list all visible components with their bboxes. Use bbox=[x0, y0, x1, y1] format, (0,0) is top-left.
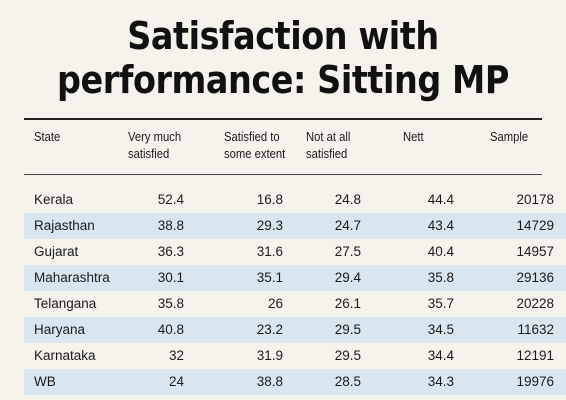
cell-satisfied-some-extent: 31.6 bbox=[256, 244, 283, 259]
header-very-much-satisfied-line: satisfied bbox=[128, 147, 170, 161]
cell-sample: 14957 bbox=[516, 244, 554, 259]
cell-state: Haryana bbox=[34, 322, 86, 337]
cell-not-at-all-satisfied: 29.5 bbox=[334, 322, 361, 337]
cell-sample: 11632 bbox=[517, 322, 554, 337]
chart-title-line-2: performance: Sitting MP bbox=[57, 58, 509, 102]
cell-sample: 19976 bbox=[516, 374, 554, 389]
header-not-at-all-satisfied: Not at all satisfied bbox=[306, 129, 350, 163]
cell-not-at-all-satisfied: 24.8 bbox=[334, 192, 361, 207]
cell-not-at-all-satisfied: 29.5 bbox=[334, 348, 361, 363]
cell-very-much-satisfied: 52.4 bbox=[157, 192, 184, 207]
table-row: Kerala 52.4 16.8 24.8 44.4 20178 bbox=[24, 187, 566, 213]
cell-state: Gujarat bbox=[34, 244, 79, 259]
cell-very-much-satisfied: 40.8 bbox=[157, 322, 184, 337]
header-top-rule bbox=[24, 118, 542, 120]
cell-satisfied-some-extent: 26 bbox=[267, 296, 283, 311]
header-very-much-satisfied: Very much satisfied bbox=[128, 129, 181, 163]
header-satisfied-some-extent-line: some extent bbox=[224, 147, 286, 161]
cell-state: Rajasthan bbox=[34, 218, 95, 233]
cell-satisfied-some-extent: 29.3 bbox=[256, 218, 283, 233]
cell-very-much-satisfied: 38.8 bbox=[157, 218, 184, 233]
table-row: Haryana 40.8 23.2 29.5 34.5 11632 bbox=[24, 317, 566, 343]
header-satisfied-some-extent: Satisfied to some extent bbox=[224, 129, 285, 163]
cell-sample: 12191 bbox=[516, 348, 554, 363]
cell-sample: 14729 bbox=[516, 218, 554, 233]
cell-very-much-satisfied: 30.1 bbox=[157, 270, 184, 285]
cell-state: Maharashtra bbox=[34, 270, 110, 285]
header-not-at-all-satisfied-line: Not at all bbox=[306, 130, 351, 144]
table-row: Gujarat 36.3 31.6 27.5 40.4 14957 bbox=[24, 239, 566, 265]
table-row: Maharashtra 30.1 35.1 29.4 35.8 29136 bbox=[24, 265, 566, 291]
cell-nett: 34.4 bbox=[427, 348, 454, 363]
cell-nett: 34.5 bbox=[427, 322, 454, 337]
cell-nett: 44.4 bbox=[427, 192, 454, 207]
cell-very-much-satisfied: 24 bbox=[168, 374, 184, 389]
cell-very-much-satisfied: 35.8 bbox=[157, 296, 184, 311]
table-row: Rajasthan 38.8 29.3 24.7 43.4 14729 bbox=[24, 213, 566, 239]
cell-nett: 35.7 bbox=[427, 296, 454, 311]
cell-not-at-all-satisfied: 28.5 bbox=[334, 374, 361, 389]
cell-not-at-all-satisfied: 26.1 bbox=[334, 296, 361, 311]
cell-sample: 29136 bbox=[516, 270, 554, 285]
header-state-line: State bbox=[34, 130, 61, 144]
cell-sample: 20228 bbox=[516, 296, 554, 311]
chart-title-line-1: Satisfaction with bbox=[127, 14, 439, 58]
cell-nett: 40.4 bbox=[427, 244, 454, 259]
cell-satisfied-some-extent: 31.9 bbox=[256, 348, 283, 363]
cell-state: Kerala bbox=[34, 192, 74, 207]
cell-nett: 34.3 bbox=[427, 374, 454, 389]
header-satisfied-some-extent-line: Satisfied to bbox=[224, 130, 280, 144]
header-very-much-satisfied-line: Very much bbox=[128, 130, 182, 144]
cell-state: Telangana bbox=[34, 296, 97, 311]
cell-very-much-satisfied: 36.3 bbox=[157, 244, 184, 259]
header-bottom-rule bbox=[24, 174, 542, 175]
cell-very-much-satisfied: 32 bbox=[168, 348, 184, 363]
cell-satisfied-some-extent: 23.2 bbox=[256, 322, 283, 337]
cell-state: WB bbox=[34, 374, 56, 389]
chart-title: Satisfaction with performance: Sitting M… bbox=[34, 14, 532, 102]
table-row: Telangana 35.8 26 26.1 35.7 20228 bbox=[24, 291, 566, 317]
header-nett-line: Nett bbox=[403, 130, 424, 144]
header-state: State bbox=[34, 129, 60, 146]
cell-not-at-all-satisfied: 27.5 bbox=[334, 244, 361, 259]
cell-satisfied-some-extent: 16.8 bbox=[256, 192, 283, 207]
cell-satisfied-some-extent: 35.1 bbox=[256, 270, 283, 285]
table-row: WB 24 38.8 28.5 34.3 19976 bbox=[24, 369, 566, 395]
table-row: Karnataka 32 31.9 29.5 34.4 12191 bbox=[24, 343, 566, 369]
cell-not-at-all-satisfied: 24.7 bbox=[334, 218, 361, 233]
cell-satisfied-some-extent: 38.8 bbox=[256, 374, 283, 389]
header-sample: Sample bbox=[490, 129, 528, 146]
cell-nett: 43.4 bbox=[427, 218, 454, 233]
cell-state: Karnataka bbox=[34, 348, 96, 363]
cell-nett: 35.8 bbox=[427, 270, 454, 285]
cell-not-at-all-satisfied: 29.4 bbox=[334, 270, 361, 285]
header-not-at-all-satisfied-line: satisfied bbox=[306, 147, 348, 161]
cell-sample: 20178 bbox=[516, 192, 554, 207]
header-nett: Nett bbox=[403, 129, 424, 146]
header-sample-line: Sample bbox=[490, 130, 529, 144]
